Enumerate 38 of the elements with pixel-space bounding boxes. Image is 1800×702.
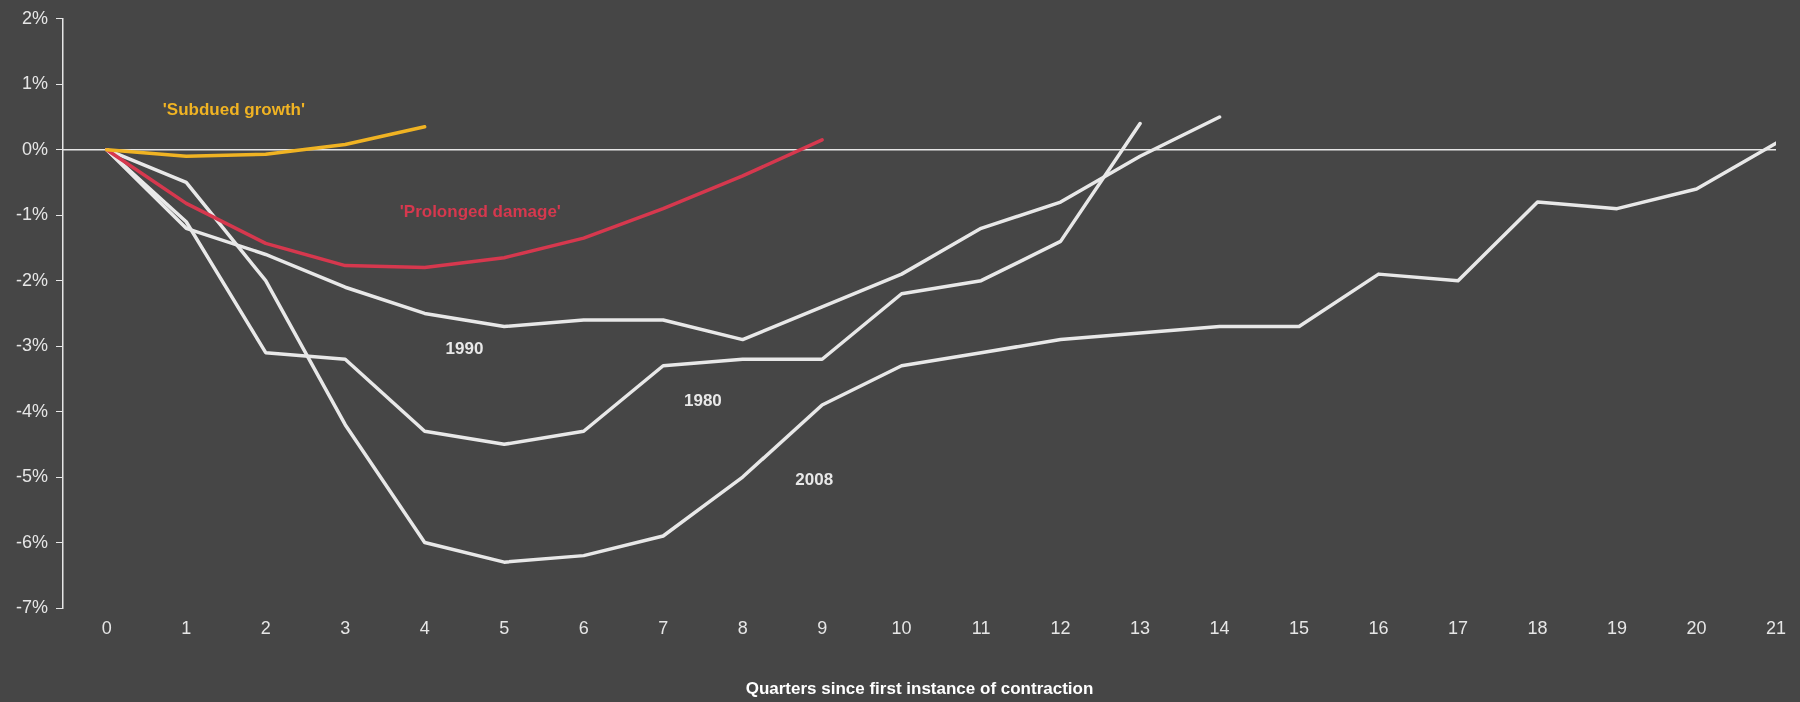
x-tick-label: 5 (499, 617, 510, 638)
y-tick-label: -4% (15, 400, 49, 421)
x-tick-label: 10 (891, 617, 912, 638)
x-tick-label: 8 (737, 617, 748, 638)
x-tick-label: 11 (971, 617, 991, 638)
y-tick-label: -5% (15, 466, 49, 487)
x-tick-label: 2 (260, 617, 271, 638)
series-label: 2008 (795, 470, 834, 490)
x-tick-label: 17 (1448, 617, 1469, 638)
x-tick-label: 0 (101, 617, 112, 638)
x-tick-label: 20 (1686, 617, 1707, 638)
y-tick-label: -6% (15, 531, 49, 552)
x-tick-label: 13 (1130, 617, 1151, 638)
x-tick-label: 16 (1368, 617, 1389, 638)
x-tick-label: 3 (340, 617, 351, 638)
series-label: 'Subdued growth' (162, 100, 306, 120)
x-tick-label: 4 (419, 617, 430, 638)
x-axis-title: Quarters since first instance of contraction (745, 679, 1094, 699)
y-tick-label: -1% (15, 204, 49, 225)
x-tick-label: 15 (1289, 617, 1310, 638)
series-label: 1990 (445, 339, 484, 359)
x-tick-label: 21 (1765, 617, 1787, 638)
x-tick-label: 1 (181, 617, 192, 638)
x-tick-label: 12 (1050, 617, 1071, 638)
x-tick-label: 19 (1607, 617, 1628, 638)
series-label: 1980 (683, 391, 722, 411)
x-tick-label: 14 (1209, 617, 1230, 638)
y-tick-label: 0% (21, 138, 49, 159)
y-tick-label: 2% (21, 7, 49, 28)
y-tick-label: -2% (15, 269, 49, 290)
y-tick-label: -3% (15, 335, 49, 356)
x-tick-label: 7 (658, 617, 669, 638)
series-label: 'Prolonged damage' (399, 201, 561, 221)
x-tick-label: 9 (817, 617, 828, 638)
x-tick-label: 18 (1527, 617, 1548, 638)
x-tick-label: 6 (578, 617, 589, 638)
y-tick-label: -7% (15, 596, 49, 617)
y-tick-label: 1% (21, 73, 49, 94)
